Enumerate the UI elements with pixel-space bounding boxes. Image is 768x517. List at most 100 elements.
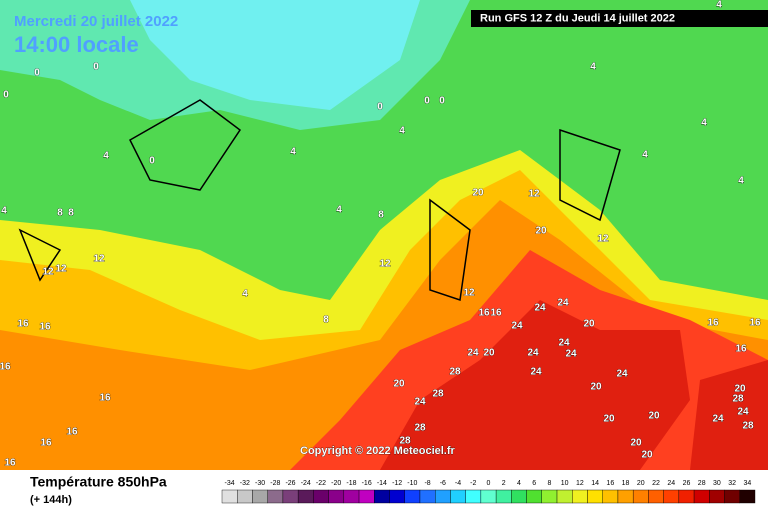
isotherm-label: 16 [39,322,51,333]
isotherm-label: 20 [590,382,602,393]
isotherm-label: 24 [737,407,749,418]
isotherm-label: 20 [648,411,660,422]
isotherm-label: 16 [490,308,502,319]
color-swatch [541,489,558,504]
isotherm-label: 12 [42,267,54,278]
isotherm-label: 20 [535,226,547,237]
isotherm-label: 0 [424,96,430,107]
scale-label: -4 [455,480,461,487]
scale-label: -30 [255,480,265,487]
extreme-zone-east [690,360,768,470]
isotherm-label: 16 [735,344,747,355]
color-swatch [267,489,284,504]
color-swatch [693,489,710,504]
isotherm-label: 0 [34,68,40,79]
isotherm-label: 20 [641,450,653,461]
cold-zone [130,0,420,110]
scale-label: 32 [728,480,736,487]
isotherm-label: 20 [630,438,642,449]
isotherm-label: 20 [734,384,746,395]
color-swatch [237,489,253,504]
isotherm-label: 12 [93,254,105,265]
coastlines [18,99,621,301]
scale-label: 22 [652,480,660,487]
color-swatch [328,489,345,504]
scale-label: -20 [331,480,341,487]
color-swatch [419,489,436,504]
isotherm-label: 20 [472,188,484,199]
extreme-zone [380,300,690,470]
isotherm-label: 24 [712,414,724,425]
scale-label: 28 [698,480,706,487]
isotherm-label: 16 [478,308,490,319]
color-swatch [572,489,588,504]
isotherm-label: 24 [530,367,542,378]
isotherm-label: 4 [399,126,405,137]
isotherm-label: 4 [642,150,648,161]
isotherm-label: 4 [336,205,342,216]
scale-label: 4 [517,480,521,487]
isotherm-label: 28 [742,421,754,432]
isotherm-label: 16 [66,427,78,438]
isotherm-label: 24 [511,321,523,332]
color-swatch [678,489,695,504]
isotherm-label: 28 [432,389,444,400]
scale-label: 26 [683,480,691,487]
scale-label: 2 [502,480,506,487]
color-swatch [282,489,299,504]
forecast-time: 14:00 locale [14,32,139,57]
color-swatch [495,489,512,504]
scale-label: -28 [270,480,280,487]
scale-label: -26 [285,480,295,487]
isotherm-label: 28 [732,394,744,405]
color-swatch [435,489,451,504]
color-swatch [617,489,634,504]
run-info: Run GFS 12 Z du Jeudi 14 juillet 2022 [480,12,675,24]
run-banner [471,10,768,27]
color-swatch [648,489,664,504]
color-swatch [632,489,649,504]
isotherm-label: 16 [17,319,29,330]
isotherm-label: 28 [414,423,426,434]
color-swatch [252,489,268,504]
isotherm-label: 0 [439,96,445,107]
color-swatch [313,489,329,504]
color-swatch [663,489,680,504]
isotherm-label: 16 [0,362,11,373]
isotherm-label: 20 [603,414,615,425]
color-swatch [404,489,421,504]
color-swatch [587,489,603,504]
color-swatch [297,489,314,504]
color-swatch [221,489,238,504]
scale-label: -24 [301,480,311,487]
isotherm-label: 28 [449,367,461,378]
isotherm-label: 8 [57,208,63,219]
isotherm-label: 4 [103,151,109,162]
isotherm-label: 8 [68,208,74,219]
scale-label: 14 [591,480,599,487]
isotherm-label: 4 [242,289,248,300]
color-swatch [739,489,756,504]
forecast-date: Mercredi 20 juillet 2022 [14,13,178,30]
isotherm-label: 0 [377,102,383,113]
isotherm-label: 20 [393,379,405,390]
scale-label: -16 [362,480,372,487]
isotherm-label: 4 [590,62,596,73]
copyright: Copyright © 2022 Meteociel.fr [300,445,456,457]
color-swatch [374,489,390,504]
scale-label: 0 [487,480,491,487]
scale-label: -18 [346,480,356,487]
isotherm-label: 16 [4,458,16,469]
isotherm-label: 4 [1,206,7,217]
isotherm-label: 24 [467,348,479,359]
isotherm-label: 12 [463,288,475,299]
isotherm-label: 24 [558,338,570,349]
scale-label: 18 [622,480,630,487]
scale-label: -14 [377,480,387,487]
isotherm-label: 8 [323,315,329,326]
isotherm-label: 20 [583,319,595,330]
scale-label: 8 [547,480,551,487]
isotherm-label: 0 [3,90,9,101]
